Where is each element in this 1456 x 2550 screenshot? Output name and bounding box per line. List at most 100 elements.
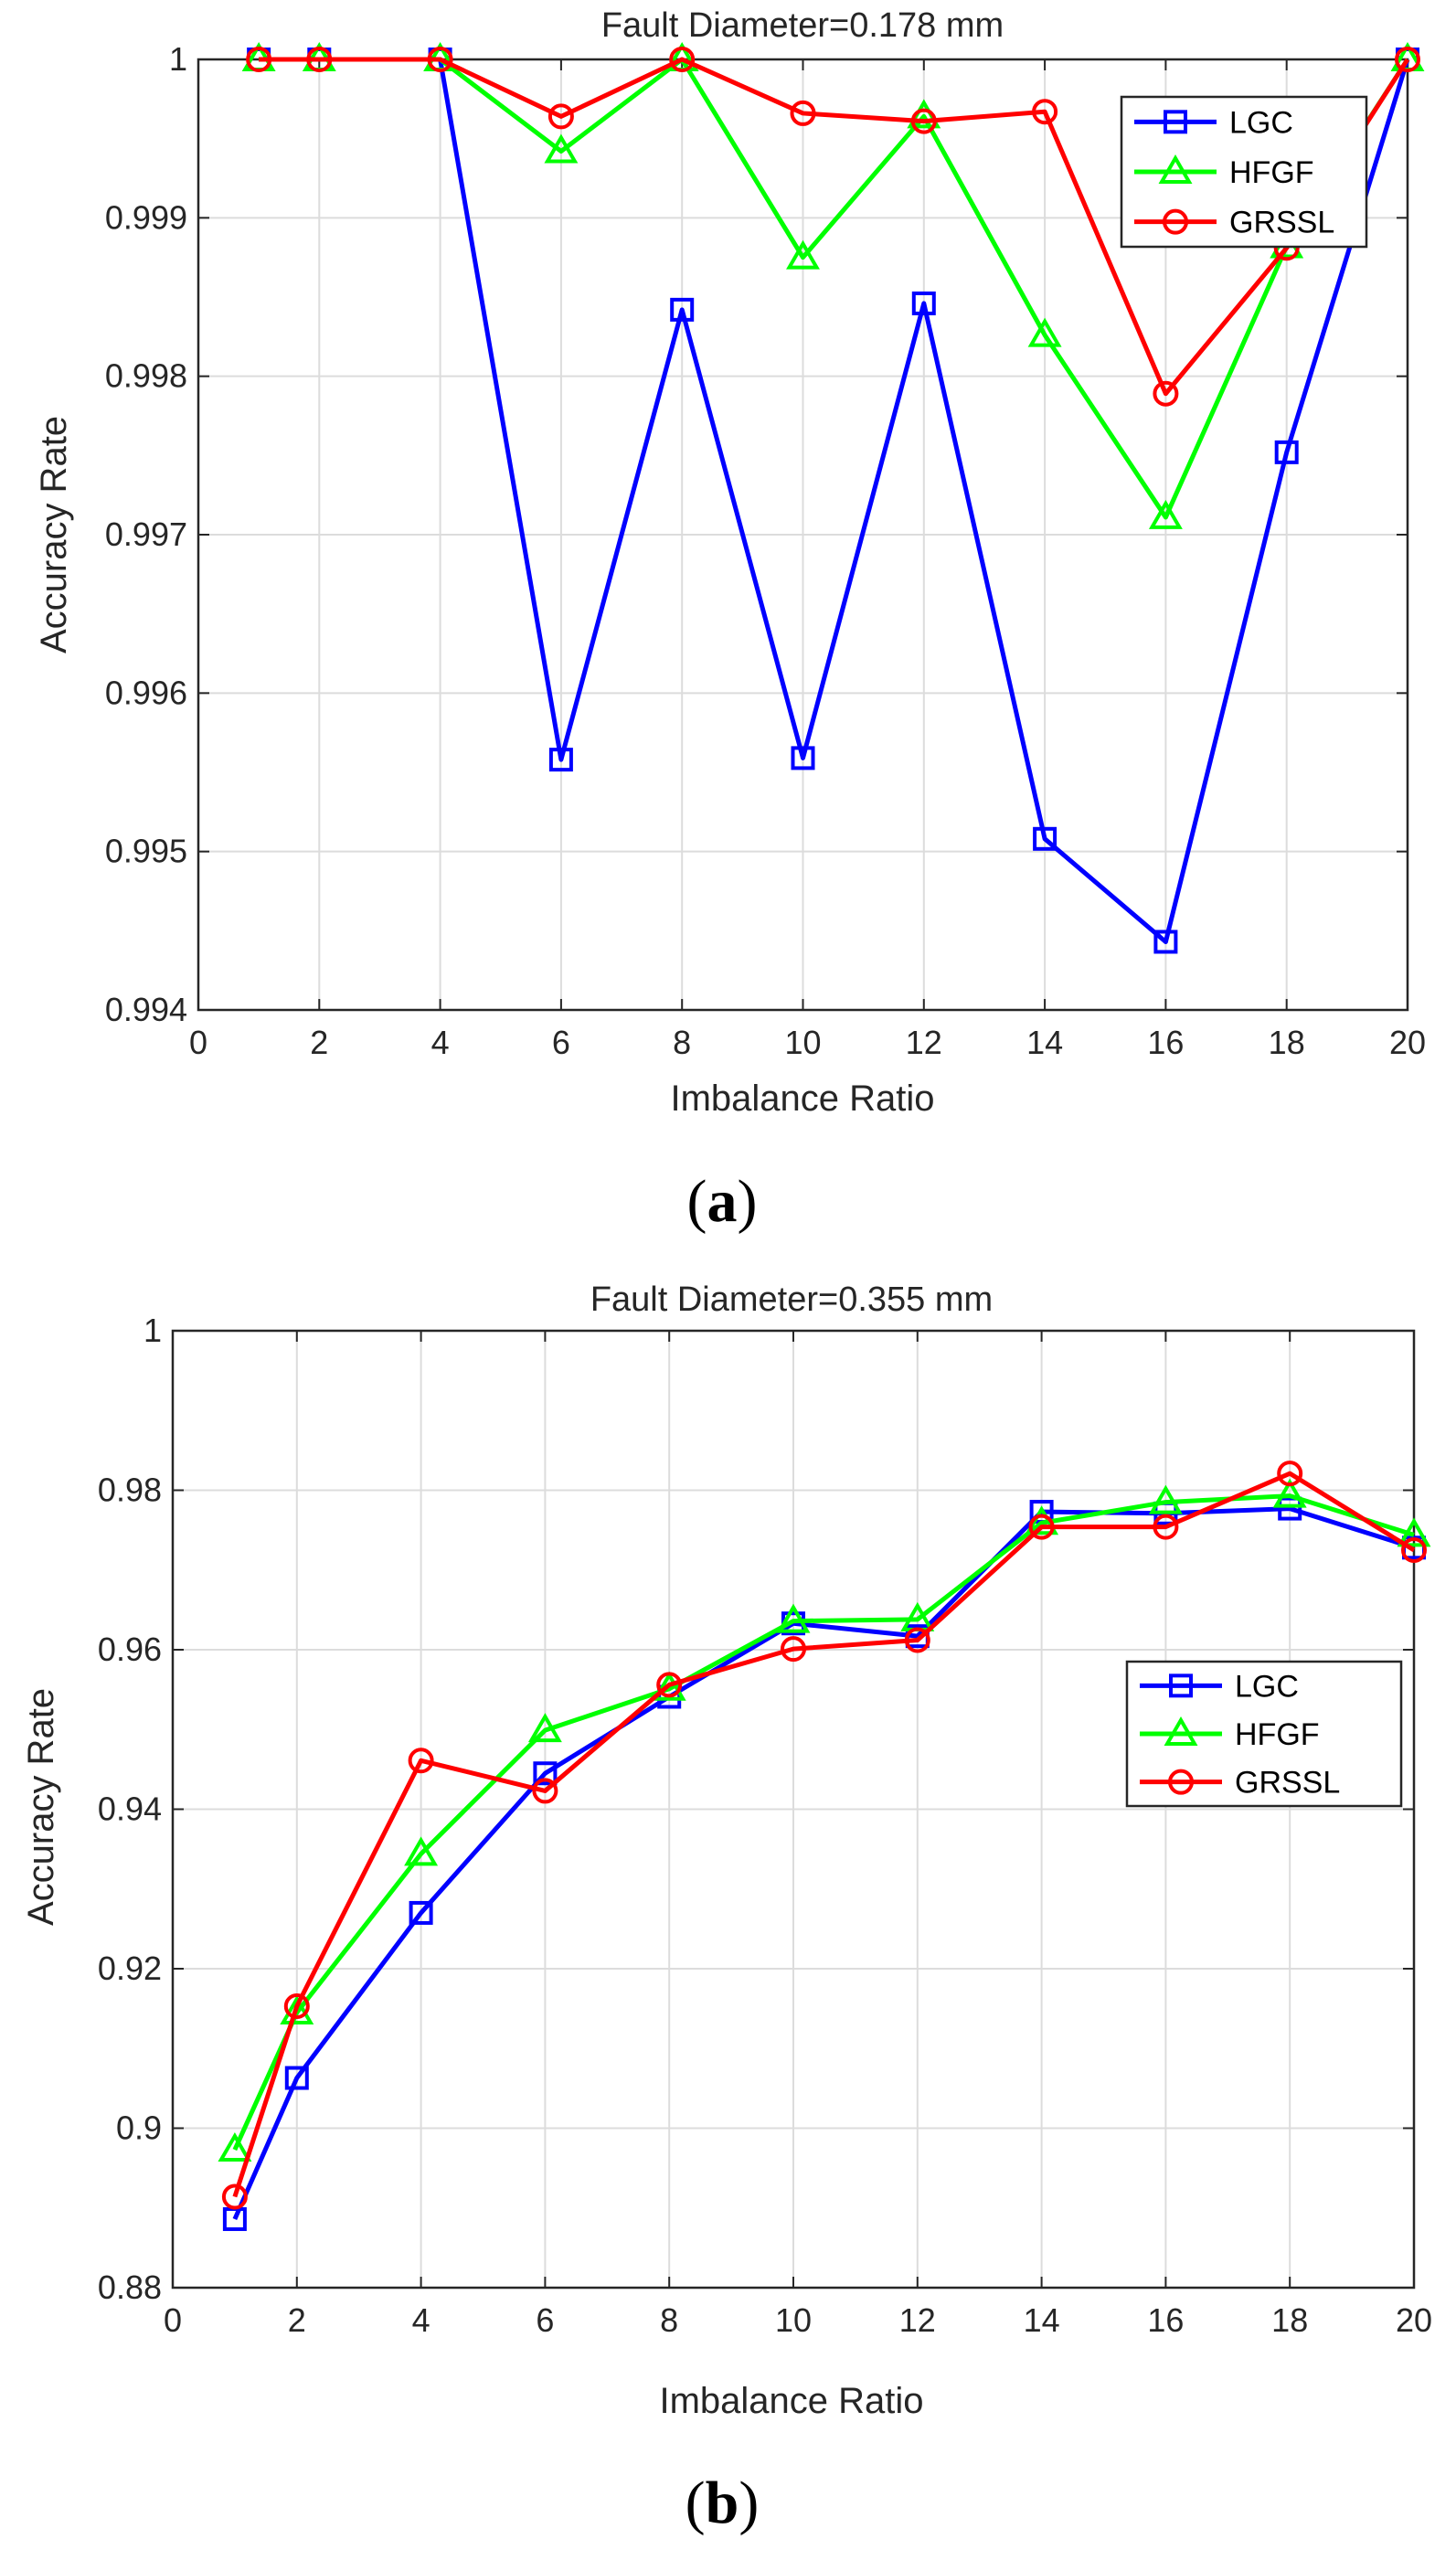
data-point-grssl (781, 1636, 806, 1663)
x-tick-label: 12 (899, 2301, 936, 2339)
data-point-hfgf (1148, 1484, 1183, 1514)
legend-label-lgc: LGC (1229, 105, 1293, 140)
legend-marker-lgc (1164, 110, 1187, 134)
data-point-lgc (284, 2066, 309, 2090)
x-tick-label: 12 (906, 1024, 942, 1061)
data-point-lgc (1153, 930, 1178, 954)
y-tick-label: 0.96 (98, 1631, 162, 1668)
data-point-grssl (1401, 1536, 1427, 1563)
panel-label-close: ) (739, 2470, 759, 2536)
data-point-grssl (1395, 47, 1420, 72)
y-tick-label: 1 (169, 40, 187, 78)
y-tick-label: 0.995 (105, 833, 187, 870)
data-point-grssl (1153, 380, 1179, 407)
chart-panel-a: Fault Diameter=0.178 mm Imbalance Ratio … (34, 6, 1426, 1235)
data-point-grssl (1032, 99, 1058, 125)
x-tick-label: 14 (1024, 2301, 1060, 2339)
data-point-hfgf (786, 239, 820, 270)
legend-marker-hfgf (1164, 1716, 1198, 1746)
panel-label-close: ) (738, 1168, 758, 1235)
y-tick-label: 0.998 (105, 357, 187, 395)
data-point-grssl (306, 47, 333, 72)
panel-label-a: (a) (687, 1168, 758, 1235)
data-point-grssl (532, 1778, 558, 1804)
legend-label-hfgf: HFGF (1235, 1717, 1320, 1752)
data-point-hfgf (280, 1994, 314, 2024)
legend-marker-grssl (1168, 1769, 1194, 1795)
data-point-grssl (408, 1748, 434, 1774)
panel-label-open: ( (687, 1168, 707, 1235)
series-grssl (221, 1461, 1427, 2210)
x-tick-label: 0 (164, 2301, 182, 2339)
x-tick-label: 18 (1271, 2301, 1308, 2339)
y-tick-label: 0.9 (116, 2109, 162, 2147)
data-point-grssl (547, 103, 574, 130)
x-tick-label: 8 (673, 1024, 691, 1061)
data-point-lgc (670, 297, 695, 322)
data-point-grssl (790, 100, 816, 126)
data-point-lgc (533, 1761, 558, 1786)
chart-title: Fault Diameter=0.355 mm (590, 1280, 993, 1319)
series-line-grssl (259, 57, 1410, 397)
x-tick-label: 6 (552, 1024, 570, 1061)
panel-label-letter: b (706, 2470, 739, 2536)
data-point-hfgf (527, 1713, 562, 1743)
y-axis-label: Accuracy Rate (21, 1688, 61, 1926)
data-point-lgc (1278, 1496, 1302, 1521)
data-point-hfgf (1148, 499, 1183, 529)
x-tick-label: 16 (1147, 2301, 1184, 2339)
data-point-lgc (911, 291, 936, 315)
data-point-grssl (904, 1627, 930, 1653)
y-tick-label: 0.994 (105, 991, 187, 1028)
data-point-lgc (548, 748, 573, 772)
data-point-grssl (283, 1993, 310, 2020)
x-tick-label: 18 (1269, 1024, 1305, 1061)
legend: LGC HFGF GRSSL (1125, 1660, 1403, 1808)
series-line-grssl (232, 1471, 1416, 2198)
data-point-grssl (246, 47, 272, 72)
data-point-grssl (221, 2183, 248, 2210)
y-tick-label: 0.997 (105, 515, 187, 553)
x-axis-label: Imbalance Ratio (670, 1078, 934, 1119)
y-tick-label: 1 (143, 1312, 162, 1349)
data-point-hfgf (218, 2132, 252, 2162)
x-tick-label: 14 (1026, 1024, 1063, 1061)
x-tick-label: 20 (1389, 1024, 1426, 1061)
data-point-grssl (656, 1672, 683, 1698)
data-point-lgc (1274, 440, 1299, 464)
legend-marker-grssl (1163, 208, 1188, 235)
legend-label-hfgf: HFGF (1229, 155, 1314, 190)
data-point-lgc (1033, 826, 1057, 851)
data-point-lgc (409, 1900, 433, 1925)
x-tick-label: 10 (784, 1024, 821, 1061)
data-point-grssl (910, 108, 937, 134)
data-point-hfgf (652, 1671, 686, 1701)
series-hfgf (218, 1478, 1431, 2162)
panel-label-open: ( (685, 2470, 706, 2536)
data-point-hfgf (776, 1603, 811, 1633)
x-tick-label: 2 (288, 2301, 306, 2339)
x-tick-label: 16 (1147, 1024, 1184, 1061)
data-point-hfgf (1025, 1505, 1059, 1535)
x-tick-label: 6 (536, 2301, 554, 2339)
data-point-grssl (1028, 1514, 1055, 1540)
y-tick-label: 0.996 (105, 674, 187, 711)
data-point-hfgf (544, 133, 579, 164)
data-point-hfgf (404, 1836, 439, 1866)
chart-title: Fault Diameter=0.178 mm (601, 6, 1004, 45)
x-axis-label: Imbalance Ratio (659, 2381, 923, 2421)
y-axis-label: Accuracy Rate (34, 416, 74, 653)
legend: LGC HFGF GRSSL (1120, 95, 1368, 249)
panel-label-letter: a (707, 1168, 738, 1235)
legend-marker-hfgf (1158, 154, 1193, 184)
legend-label-grssl: GRSSL (1229, 206, 1334, 240)
y-tick-label: 0.94 (98, 1790, 162, 1828)
data-point-grssl (427, 47, 453, 72)
x-tick-label: 4 (412, 2301, 430, 2339)
x-tick-label: 8 (660, 2301, 678, 2339)
x-tick-label: 2 (310, 1024, 328, 1061)
y-tick-label: 0.999 (105, 198, 187, 236)
legend-marker-lgc (1169, 1673, 1193, 1698)
y-tick-label: 0.88 (98, 2268, 162, 2306)
